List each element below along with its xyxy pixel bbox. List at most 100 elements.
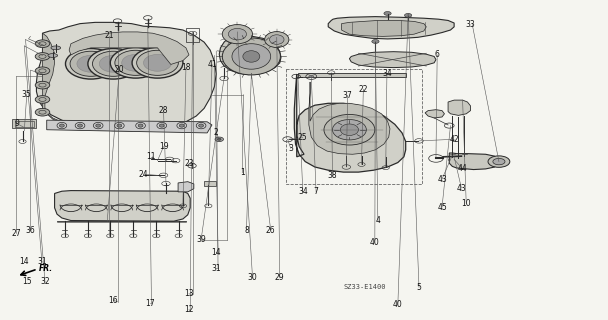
- Text: 14: 14: [212, 248, 221, 257]
- Ellipse shape: [309, 75, 314, 78]
- Text: 42: 42: [449, 135, 459, 144]
- Ellipse shape: [218, 138, 221, 140]
- Text: 30: 30: [247, 273, 257, 282]
- Polygon shape: [449, 153, 499, 170]
- Text: 12: 12: [184, 305, 194, 314]
- Ellipse shape: [35, 81, 50, 89]
- Ellipse shape: [35, 96, 50, 103]
- Polygon shape: [69, 32, 189, 64]
- Ellipse shape: [122, 54, 150, 71]
- Text: 2: 2: [214, 128, 219, 137]
- Text: FR.: FR.: [39, 264, 53, 273]
- Ellipse shape: [51, 46, 61, 50]
- Text: 22: 22: [359, 85, 368, 94]
- Ellipse shape: [99, 55, 127, 72]
- Ellipse shape: [232, 44, 271, 69]
- Text: 41: 41: [207, 60, 217, 69]
- Bar: [204, 181, 216, 187]
- Ellipse shape: [229, 28, 246, 40]
- Text: 1: 1: [240, 168, 244, 177]
- Ellipse shape: [488, 156, 510, 167]
- Ellipse shape: [35, 52, 50, 60]
- Text: 35: 35: [22, 90, 32, 99]
- Text: 18: 18: [181, 63, 191, 72]
- Ellipse shape: [88, 49, 139, 79]
- Text: 11: 11: [147, 152, 156, 161]
- Ellipse shape: [95, 124, 100, 127]
- Bar: [15, 121, 34, 126]
- Text: 45: 45: [437, 203, 447, 212]
- Polygon shape: [43, 33, 79, 126]
- Text: 37: 37: [343, 91, 353, 100]
- Polygon shape: [350, 52, 436, 68]
- Text: 43: 43: [437, 175, 447, 184]
- Text: 24: 24: [139, 170, 148, 179]
- Text: 38: 38: [328, 171, 337, 180]
- Text: 29: 29: [275, 273, 285, 282]
- Text: 34: 34: [298, 188, 308, 196]
- Text: 31: 31: [37, 258, 47, 267]
- Text: SZ33-E1400: SZ33-E1400: [344, 284, 386, 290]
- Ellipse shape: [78, 124, 83, 127]
- Ellipse shape: [35, 67, 50, 75]
- Ellipse shape: [70, 51, 112, 76]
- Text: 17: 17: [145, 299, 154, 308]
- Text: 13: 13: [184, 289, 194, 298]
- Ellipse shape: [66, 49, 116, 79]
- Ellipse shape: [77, 55, 105, 72]
- Ellipse shape: [92, 51, 134, 76]
- Text: 25: 25: [298, 133, 308, 142]
- Text: 44: 44: [458, 164, 468, 173]
- Text: 27: 27: [12, 229, 21, 238]
- Ellipse shape: [372, 40, 379, 44]
- Text: 19: 19: [159, 142, 168, 151]
- Ellipse shape: [199, 124, 204, 127]
- Ellipse shape: [223, 25, 252, 44]
- Text: 36: 36: [26, 226, 35, 235]
- Ellipse shape: [215, 137, 224, 141]
- Ellipse shape: [243, 51, 260, 62]
- Ellipse shape: [159, 124, 164, 127]
- Ellipse shape: [493, 158, 505, 165]
- Ellipse shape: [137, 50, 178, 76]
- Text: 14: 14: [19, 258, 29, 267]
- Polygon shape: [219, 36, 281, 75]
- Polygon shape: [55, 191, 190, 221]
- Ellipse shape: [384, 12, 391, 15]
- Polygon shape: [448, 100, 471, 116]
- Ellipse shape: [324, 115, 375, 145]
- Ellipse shape: [60, 124, 64, 127]
- Polygon shape: [328, 17, 454, 39]
- Text: 33: 33: [466, 20, 475, 29]
- Ellipse shape: [143, 54, 171, 71]
- Polygon shape: [47, 120, 212, 133]
- Text: 40: 40: [370, 238, 380, 247]
- Polygon shape: [342, 20, 426, 36]
- Text: 15: 15: [22, 276, 32, 285]
- Text: 40: 40: [393, 300, 402, 309]
- Text: 4: 4: [375, 216, 380, 225]
- Polygon shape: [309, 82, 390, 154]
- Ellipse shape: [110, 48, 161, 78]
- Text: 32: 32: [40, 276, 50, 285]
- Ellipse shape: [340, 124, 359, 135]
- Bar: [12, 119, 36, 128]
- Text: 6: 6: [435, 50, 440, 59]
- Ellipse shape: [35, 108, 50, 116]
- Ellipse shape: [179, 124, 184, 127]
- Ellipse shape: [264, 32, 289, 48]
- Bar: [286, 69, 422, 184]
- Text: 5: 5: [416, 283, 421, 292]
- Polygon shape: [298, 73, 406, 77]
- Ellipse shape: [35, 40, 50, 48]
- Ellipse shape: [115, 50, 156, 76]
- Polygon shape: [294, 74, 406, 172]
- Polygon shape: [178, 182, 194, 192]
- Text: 21: 21: [105, 31, 114, 40]
- Bar: [186, 28, 199, 42]
- Text: 23: 23: [184, 159, 194, 168]
- Text: 26: 26: [266, 226, 275, 235]
- Text: 28: 28: [159, 106, 168, 115]
- Text: 43: 43: [457, 184, 466, 193]
- Text: 10: 10: [461, 199, 471, 208]
